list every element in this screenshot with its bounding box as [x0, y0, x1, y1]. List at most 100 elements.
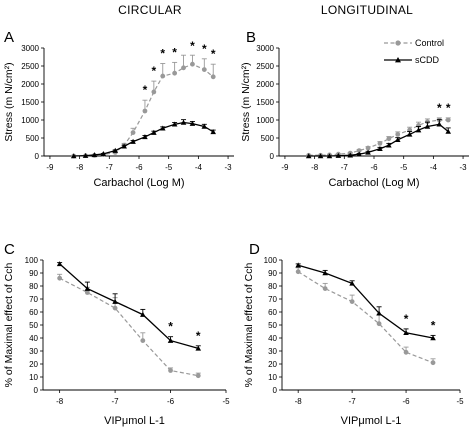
x-tick-label: -5	[165, 163, 173, 172]
data-point	[349, 280, 355, 286]
y-tick-label: 500	[261, 134, 275, 143]
data-point	[70, 153, 77, 159]
legend-label: Control	[415, 38, 444, 48]
y-axis-label: % of Maximal effect of Cch	[243, 262, 255, 387]
data-point	[195, 373, 201, 379]
data-point	[349, 299, 355, 304]
y-tick-label: 70	[268, 295, 277, 304]
data-point	[112, 147, 119, 153]
significance-star: *	[202, 42, 207, 56]
data-point	[403, 330, 409, 336]
data-point	[160, 73, 166, 79]
y-tick-label: 2500	[21, 62, 39, 71]
data-point	[347, 152, 354, 158]
data-point	[112, 298, 118, 304]
panel-B: B 0 500 1000 1500 2000 2500 3000 -9 -8 -7 -6 -5 -4 -3 C…	[240, 29, 469, 189]
y-tick-label: 10	[268, 373, 277, 382]
data-point	[190, 61, 195, 67]
x-tick-label: -8	[295, 397, 303, 406]
series-line	[73, 121, 214, 157]
x-tick-label: -8	[56, 397, 64, 406]
data-point	[151, 129, 157, 135]
panel-C: C 0 10 20 30 40 50 60 70 80 90 100 -8 -7 -6 -5 VIPμmol L…	[3, 241, 230, 427]
data-point	[168, 368, 173, 373]
data-point	[172, 70, 178, 76]
data-point	[356, 151, 362, 157]
x-tick-label: -7	[112, 397, 120, 406]
x-tick-label: -3	[460, 163, 468, 172]
y-tick-label: 50	[268, 321, 277, 330]
legend-label: sCDD	[415, 55, 439, 65]
significance-star: *	[196, 329, 201, 343]
x-tick-label: -4	[430, 163, 438, 172]
series-scdd	[56, 261, 202, 351]
y-tick-label: 0	[273, 386, 278, 395]
y-tick-label: 500	[26, 134, 40, 143]
data-point	[100, 151, 107, 157]
x-axis-label: Carbachol (Log M)	[93, 177, 184, 189]
significance-star: *	[160, 46, 165, 60]
x-tick-label: -9	[46, 163, 54, 172]
y-tick-label: 2000	[256, 80, 274, 89]
data-point	[295, 262, 301, 268]
panel-label: A	[4, 29, 14, 46]
series-line	[308, 123, 449, 157]
y-tick-label: 80	[268, 282, 277, 291]
data-point	[295, 269, 301, 275]
series-line	[297, 271, 434, 364]
data-point	[365, 145, 371, 151]
data-point	[430, 335, 436, 341]
y-tick-label: 60	[268, 308, 277, 317]
x-axis-label: VIPμmol L-1	[104, 415, 165, 427]
series-control	[295, 267, 436, 366]
x-tick-label: -8	[311, 163, 319, 172]
panel-D: D 0 10 20 30 40 50 60 70 80 90 100 -8 -7 -6 -5 VIPμmol L…	[243, 241, 464, 427]
data-point	[386, 142, 392, 148]
y-tick-label: 30	[268, 347, 277, 356]
data-point	[356, 148, 362, 154]
legend-marker	[395, 57, 401, 63]
data-point	[317, 153, 324, 159]
data-point	[424, 123, 431, 129]
significance-star: *	[143, 83, 148, 97]
x-tick-label: -6	[402, 397, 410, 406]
series-line	[59, 277, 199, 377]
x-tick-label: -4	[195, 163, 203, 172]
significance-star: *	[211, 47, 216, 61]
series-line	[59, 263, 199, 350]
significance-star: *	[168, 320, 173, 334]
y-tick-label: 90	[268, 269, 277, 278]
data-point	[406, 131, 413, 137]
data-point	[112, 305, 118, 311]
data-point	[142, 108, 148, 114]
data-point	[395, 132, 401, 137]
data-point	[377, 141, 383, 146]
data-point	[84, 290, 90, 295]
y-tick-label: 1000	[256, 116, 274, 125]
y-tick-label: 10	[29, 373, 38, 382]
x-tick-label: -8	[76, 163, 84, 172]
data-point	[56, 261, 63, 267]
data-point	[322, 286, 328, 291]
data-point	[142, 134, 148, 140]
y-tick-label: 30	[29, 347, 38, 356]
y-tick-label: 100	[264, 256, 278, 265]
series-scdd	[295, 262, 436, 341]
data-point	[167, 337, 174, 343]
data-point	[84, 285, 91, 291]
data-point	[151, 89, 157, 95]
data-point	[189, 120, 196, 126]
panel-A: A 0 500 1000 1500 2000 2500 3000 -9 -8 -7 -6 -5 -4 -3 C…	[3, 29, 234, 189]
data-point	[377, 146, 383, 152]
y-tick-label: 1000	[21, 116, 39, 125]
data-point	[326, 153, 333, 159]
data-point	[210, 129, 217, 135]
x-tick-label: -5	[456, 397, 464, 406]
data-point	[180, 119, 187, 125]
data-point	[335, 152, 342, 158]
x-tick-label: -7	[349, 397, 357, 406]
data-point	[436, 121, 443, 127]
series-scdd	[305, 119, 452, 159]
significance-star: *	[172, 45, 177, 59]
